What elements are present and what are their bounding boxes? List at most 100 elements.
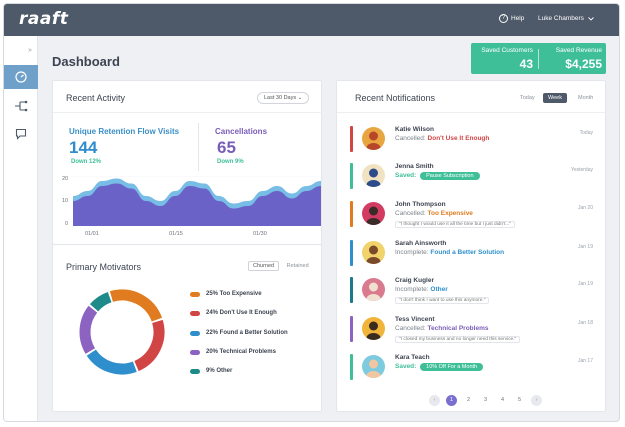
avatar [362,202,385,225]
date-range-label: Last 30 Days [264,95,297,101]
user-menu[interactable]: Luke Chambers [538,15,594,22]
saved-customers-stat: Saved Customers 43 [475,47,533,71]
sidebar: » [4,36,38,421]
reason-label: Technical Problems [427,325,489,332]
reason-label: Found a Better Solution [430,249,505,256]
x-tick-label: 01/15 [169,231,183,237]
saved-offer-badge: 10% Off For a Month [420,363,484,371]
customer-name: Katie Wilson [395,126,434,133]
notification-item[interactable]: Craig Kugler Incomplete: Other "I don't th… [350,277,595,309]
notification-date: Jan 19 [577,244,593,250]
status-bar [350,201,353,227]
prev-page-button[interactable]: ‹ [429,395,440,406]
legend-item: 9% Other [190,368,232,374]
notification-status: Saved: 10% Off For a Month [395,363,484,371]
page-button[interactable]: 2 [466,397,471,403]
status-bar [350,316,353,342]
status-label: Cancelled: [395,325,426,332]
status-bar [350,277,353,303]
stats-summary: Saved Customers 43 Saved Revenue $4,255 [471,43,606,74]
legend-swatch [190,330,200,336]
page-button[interactable]: 5 [517,397,522,403]
tab-retained[interactable]: Retained [286,263,309,269]
customer-name: Tess Vincent [395,316,435,323]
sidebar-item-messages[interactable] [4,122,38,146]
date-range-select[interactable]: Last 30 Days ⌄ [257,92,310,104]
status-label: Cancelled: [395,210,426,217]
app-window: raaft ? Help Luke Chambers » Dashboard S… [3,3,620,422]
page-button[interactable]: 4 [500,397,505,403]
saved-offer-badge: Pause Subscription [420,172,480,180]
donut-slice [134,319,165,372]
reason-label: Too Expensive [427,210,473,217]
x-tick-label: 01/01 [85,231,99,237]
notification-status: Cancelled: Too Expensive [395,210,473,217]
notification-item[interactable]: Sarah Ainsworth Incomplete: Found a Bette… [350,240,595,272]
notification-item[interactable]: Kara Teach Saved: 10% Off For a Month Jan … [350,354,595,386]
customer-name: Jenna Smith [395,163,434,170]
notification-status: Cancelled: Technical Problems [395,325,488,332]
cancellations-label: Cancellations [215,127,268,136]
sidebar-item-dashboard[interactable] [4,65,38,89]
y-tick-label: 10 [62,198,69,204]
status-label: Incomplete: [395,249,429,256]
retention-value: 144 [69,138,98,157]
notifications-title: Recent Notifications [355,93,436,103]
notification-item[interactable]: Jenna Smith Saved: Pause Subscription Yest… [350,163,595,195]
next-page-button[interactable]: › [531,395,542,406]
saved-customers-label: Saved Customers [481,47,533,54]
tab-month[interactable]: Month [578,95,594,101]
primary-motivators-card: Primary Motivators Churned Retained [52,244,322,412]
tab-today[interactable]: Today [520,95,535,101]
page-title: Dashboard [52,54,120,69]
chevron-down-icon [588,16,594,21]
status-label: Saved: [395,172,417,179]
card-divider [53,112,323,113]
notification-date: Yesterday [570,167,593,173]
app-logo[interactable]: raaft [19,9,69,29]
help-link[interactable]: ? Help [499,14,524,23]
notification-tabs: Today Week Month [515,93,605,103]
legend-label: 24% Don't Use It Enough [206,310,277,316]
page-button[interactable]: 1 [446,395,457,406]
sidebar-item-flows[interactable] [4,94,38,118]
flow-icon [15,100,28,112]
status-label: Incomplete: [395,286,429,293]
legend-item: 25% Too Expensive [190,291,262,297]
collapse-icon[interactable]: » [28,47,32,54]
legend-item: 22% Found a Better Solution [190,330,288,336]
notification-date: Jan 20 [577,205,593,211]
legend-label: 20% Technical Problems [206,349,276,355]
tab-week[interactable]: Week [543,93,567,103]
notification-item[interactable]: John Thompson Cancelled: Too Expensive "I … [350,201,595,233]
notification-date: Jan 17 [577,358,593,364]
avatar [362,164,385,187]
help-icon: ? [499,14,508,23]
motivators-tabs: Churned Retained [248,261,309,271]
notification-item[interactable]: Tess Vincent Cancelled: Technical Problem… [350,316,595,348]
motivators-donut-chart [79,289,165,375]
top-bar: raaft ? Help Luke Chambers [4,4,619,36]
notification-date: Jan 18 [577,320,593,326]
chevron-down-icon: ⌄ [297,95,303,101]
legend-item: 20% Technical Problems [190,349,276,355]
legend-swatch [190,368,200,374]
legend-item: 24% Don't Use It Enough [190,310,277,316]
notification-status: Incomplete: Other [395,286,448,293]
chat-icon [15,128,27,140]
y-tick-label: 20 [62,176,69,182]
feedback-quote: "I don't think I want to use this anymor… [395,297,490,304]
donut-slice [89,291,112,312]
y-tick-label: 0 [65,221,69,227]
legend-label: 22% Found a Better Solution [206,330,288,336]
recent-activity-card: Recent Activity Last 30 Days ⌄ Unique Re… [52,80,323,245]
avatar [362,127,385,150]
notification-date: Jan 19 [577,281,593,287]
dashboard-icon [15,71,27,83]
notification-status: Incomplete: Found a Better Solution [395,249,504,256]
page-button[interactable]: 3 [483,397,488,403]
tab-churned[interactable]: Churned [248,261,280,271]
notification-item[interactable]: Katie Wilson Cancelled: Don't Use It Enou… [350,126,595,158]
saved-revenue-value: $4,255 [565,57,602,71]
legend-swatch [190,291,200,297]
